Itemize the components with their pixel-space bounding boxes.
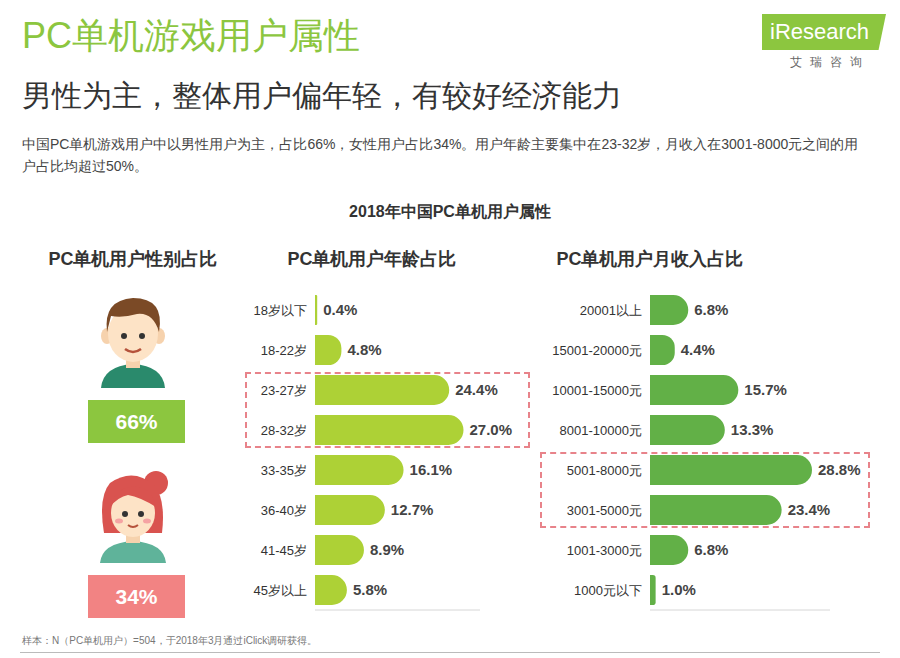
svg-text:8.9%: 8.9% xyxy=(370,541,404,558)
svg-text:23.4%: 23.4% xyxy=(788,501,831,518)
svg-text:3001-5000元: 3001-5000元 xyxy=(567,503,642,518)
svg-text:4.8%: 4.8% xyxy=(347,341,381,358)
svg-text:18-22岁: 18-22岁 xyxy=(261,343,307,358)
svg-text:6.8%: 6.8% xyxy=(694,541,728,558)
svg-text:12.7%: 12.7% xyxy=(391,501,434,518)
svg-text:15.7%: 15.7% xyxy=(744,381,787,398)
svg-text:33-35岁: 33-35岁 xyxy=(261,463,307,478)
svg-text:6.8%: 6.8% xyxy=(694,301,728,318)
svg-text:0.4%: 0.4% xyxy=(323,301,357,318)
html-text:66%: 66% xyxy=(115,409,158,433)
html-text:PC单机用户性别占比: PC单机用户性别占比 xyxy=(48,249,218,269)
svg-text:5001-8000元: 5001-8000元 xyxy=(567,463,642,478)
html-text:中国PC单机游戏用户中以男性用户为主，占比66%，女性用户占: 中国PC单机游戏用户中以男性用户为主，占比66%，女性用户占比34%。用户年龄主… xyxy=(22,136,859,174)
svg-text:41-45岁: 41-45岁 xyxy=(261,543,307,558)
svg-text:28.8%: 28.8% xyxy=(818,461,861,478)
svg-text:16.1%: 16.1% xyxy=(410,461,453,478)
svg-text:24.4%: 24.4% xyxy=(455,381,498,398)
svg-text:1.0%: 1.0% xyxy=(662,581,696,598)
svg-text:15001-20000元: 15001-20000元 xyxy=(552,343,642,358)
svg-text:13.3%: 13.3% xyxy=(731,421,774,438)
svg-text:5.8%: 5.8% xyxy=(353,581,387,598)
svg-text:8001-10000元: 8001-10000元 xyxy=(560,423,642,438)
svg-text:10001-15000元: 10001-15000元 xyxy=(552,383,642,398)
svg-text:1001-3000元: 1001-3000元 xyxy=(567,543,642,558)
html-text:PC单机游戏用户属性: PC单机游戏用户属性 xyxy=(22,15,360,56)
html-text:iResearch: iResearch xyxy=(770,19,869,44)
svg-text:27.0%: 27.0% xyxy=(470,421,513,438)
svg-text:45岁以上: 45岁以上 xyxy=(254,583,307,598)
html-text:样本：N（PC单机用户）=504，于2018年3月通过iCl: 样本：N（PC单机用户）=504，于2018年3月通过iClick调研获得。 xyxy=(22,635,318,646)
svg-text:28-32岁: 28-32岁 xyxy=(261,423,307,438)
svg-text:20001以上: 20001以上 xyxy=(580,303,642,318)
html-text:PC单机用户月收入占比: PC单机用户月收入占比 xyxy=(556,249,744,269)
svg-text:18岁以下: 18岁以下 xyxy=(254,303,307,318)
html-text:艾瑞咨询: 艾瑞咨询 xyxy=(790,55,870,69)
svg-text:4.4%: 4.4% xyxy=(681,341,715,358)
svg-text:1000元以下: 1000元以下 xyxy=(574,583,642,598)
html-text:2018年中国PC单机用户属性: 2018年中国PC单机用户属性 xyxy=(349,203,551,220)
html-text:男性为主，整体用户偏年轻，有较好经济能力: 男性为主，整体用户偏年轻，有较好经济能力 xyxy=(22,79,622,112)
html-text:34%: 34% xyxy=(115,584,158,608)
html-text:PC单机用户年龄占比: PC单机用户年龄占比 xyxy=(287,249,457,269)
svg-text:23-27岁: 23-27岁 xyxy=(261,383,307,398)
svg-text:36-40岁: 36-40岁 xyxy=(261,503,307,518)
